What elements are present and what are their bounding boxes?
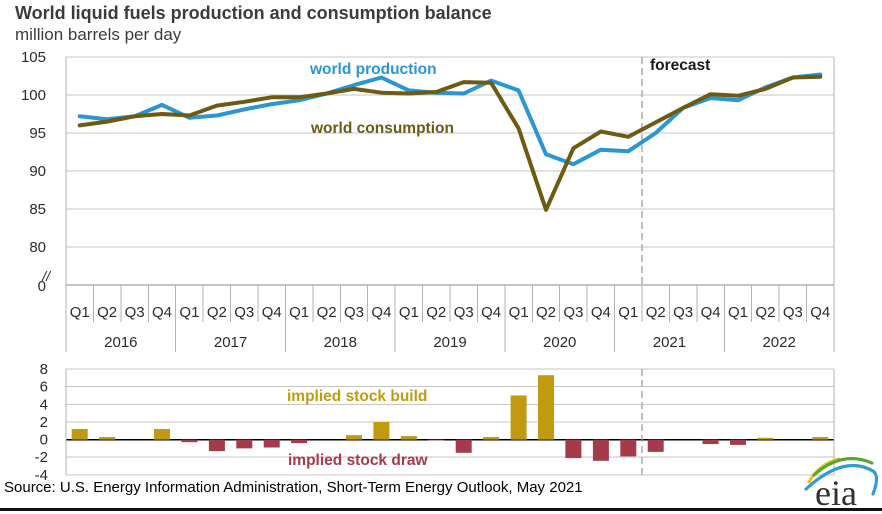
quarter-label: Q4 — [371, 304, 391, 321]
stock-draw-bar — [730, 439, 746, 445]
quarter-label: Q1 — [509, 304, 529, 321]
bottom-ytick-label: 4 — [40, 396, 48, 413]
top-ytick-label: 95 — [29, 125, 46, 142]
stock-build-bar — [757, 437, 774, 440]
stock-build-bar — [400, 436, 417, 440]
stock-build-bar — [373, 422, 390, 440]
world-consumption-series-label: world consumption — [311, 120, 454, 137]
quarter-label: Q3 — [125, 304, 145, 321]
year-label: 2020 — [543, 334, 576, 351]
stock-draw-bar — [455, 439, 472, 453]
quarter-label: Q3 — [673, 304, 693, 321]
quarter-label: Q1 — [289, 304, 309, 321]
quarter-label: Q4 — [481, 304, 501, 321]
quarter-label: Q1 — [728, 304, 748, 321]
source-attribution: Source: U.S. Energy Information Administ… — [4, 479, 583, 496]
top-ytick-zero-label: 0 — [38, 278, 46, 295]
stock-build-bar — [812, 437, 829, 440]
quarter-label: Q1 — [179, 304, 199, 321]
stock-draw-bar — [592, 439, 609, 461]
eia-logo-green-arc-icon — [812, 457, 874, 477]
implied-stock-draw-label: implied stock draw — [288, 452, 428, 469]
quarter-label: Q1 — [399, 304, 419, 321]
year-label: 2022 — [762, 334, 795, 351]
stock-build-bar — [510, 395, 527, 440]
stock-draw-bar — [620, 439, 637, 457]
quarter-label: Q2 — [646, 304, 666, 321]
chart-unit-label: million barrels per day — [15, 25, 182, 44]
quarter-label: Q4 — [701, 304, 721, 321]
world-consumption-line — [77, 74, 823, 212]
stock-build-bar — [483, 437, 500, 440]
quarter-label: Q3 — [454, 304, 474, 321]
page-title: World liquid fuels production and consum… — [15, 3, 492, 23]
bottom-border-rule — [0, 508, 882, 511]
quarter-label: Q4 — [152, 304, 172, 321]
quarter-label: Q3 — [783, 304, 803, 321]
year-label: 2019 — [433, 334, 466, 351]
eia-logo-text: eia — [815, 473, 857, 509]
year-label: 2017 — [214, 334, 247, 351]
eia-logo: eia — [804, 457, 879, 509]
stock-build-bar — [538, 375, 554, 440]
implied-stock-build-label: implied stock build — [287, 388, 428, 405]
top-ytick-label: 105 — [21, 49, 46, 66]
quarter-label: Q2 — [97, 304, 117, 321]
quarter-label: Q1 — [70, 304, 90, 321]
bottom-ytick-label: 2 — [40, 414, 48, 431]
quarter-label: Q4 — [262, 304, 282, 321]
quarter-label: Q3 — [234, 304, 254, 321]
world-production-series-label: world production — [310, 61, 437, 78]
quarter-label: Q2 — [536, 304, 556, 321]
bottom-ytick-label: -4 — [35, 467, 48, 484]
quarter-label: Q3 — [563, 304, 583, 321]
top-ytick-label: 80 — [29, 239, 46, 256]
bottom-ytick-label: -2 — [35, 449, 48, 466]
stock-draw-bar — [236, 439, 253, 449]
stock-build-bar — [71, 429, 88, 440]
bottom-ytick-label: 6 — [40, 379, 48, 396]
y-axis-break-mark: // — [41, 268, 52, 284]
top-ytick-label: 85 — [29, 201, 46, 218]
stock-draw-bar — [181, 439, 198, 443]
quarter-label: Q2 — [317, 304, 337, 321]
stock-build-bar — [346, 435, 362, 440]
stock-draw-bar — [702, 439, 719, 444]
quarter-label: Q2 — [426, 304, 446, 321]
quarter-label: Q4 — [810, 304, 830, 321]
year-label: 2018 — [324, 334, 357, 351]
stock-build-bar — [154, 429, 170, 440]
quarter-label: Q4 — [591, 304, 611, 321]
year-label: 2016 — [104, 334, 137, 351]
top-ytick-label: 90 — [29, 163, 46, 180]
quarter-label: Q2 — [755, 304, 775, 321]
forecast-annotation: forecast — [650, 57, 711, 74]
stock-draw-bar — [428, 439, 445, 441]
eia-logo-blue-arc-icon — [804, 463, 879, 496]
stock-draw-bar — [263, 439, 280, 448]
bottom-ytick-label: 0 — [40, 432, 48, 449]
bottom-ytick-label: 8 — [40, 361, 48, 378]
quarter-label: Q1 — [618, 304, 638, 321]
stock-build-bar — [99, 437, 116, 440]
stock-draw-bar — [647, 439, 664, 452]
stock-draw-bar — [208, 439, 225, 452]
year-label: 2021 — [653, 334, 686, 351]
top-ytick-label: 100 — [21, 87, 46, 104]
quarter-label: Q3 — [344, 304, 364, 321]
quarter-label: Q2 — [207, 304, 227, 321]
stock-draw-bar — [565, 439, 582, 459]
stock-draw-bar — [291, 439, 308, 444]
